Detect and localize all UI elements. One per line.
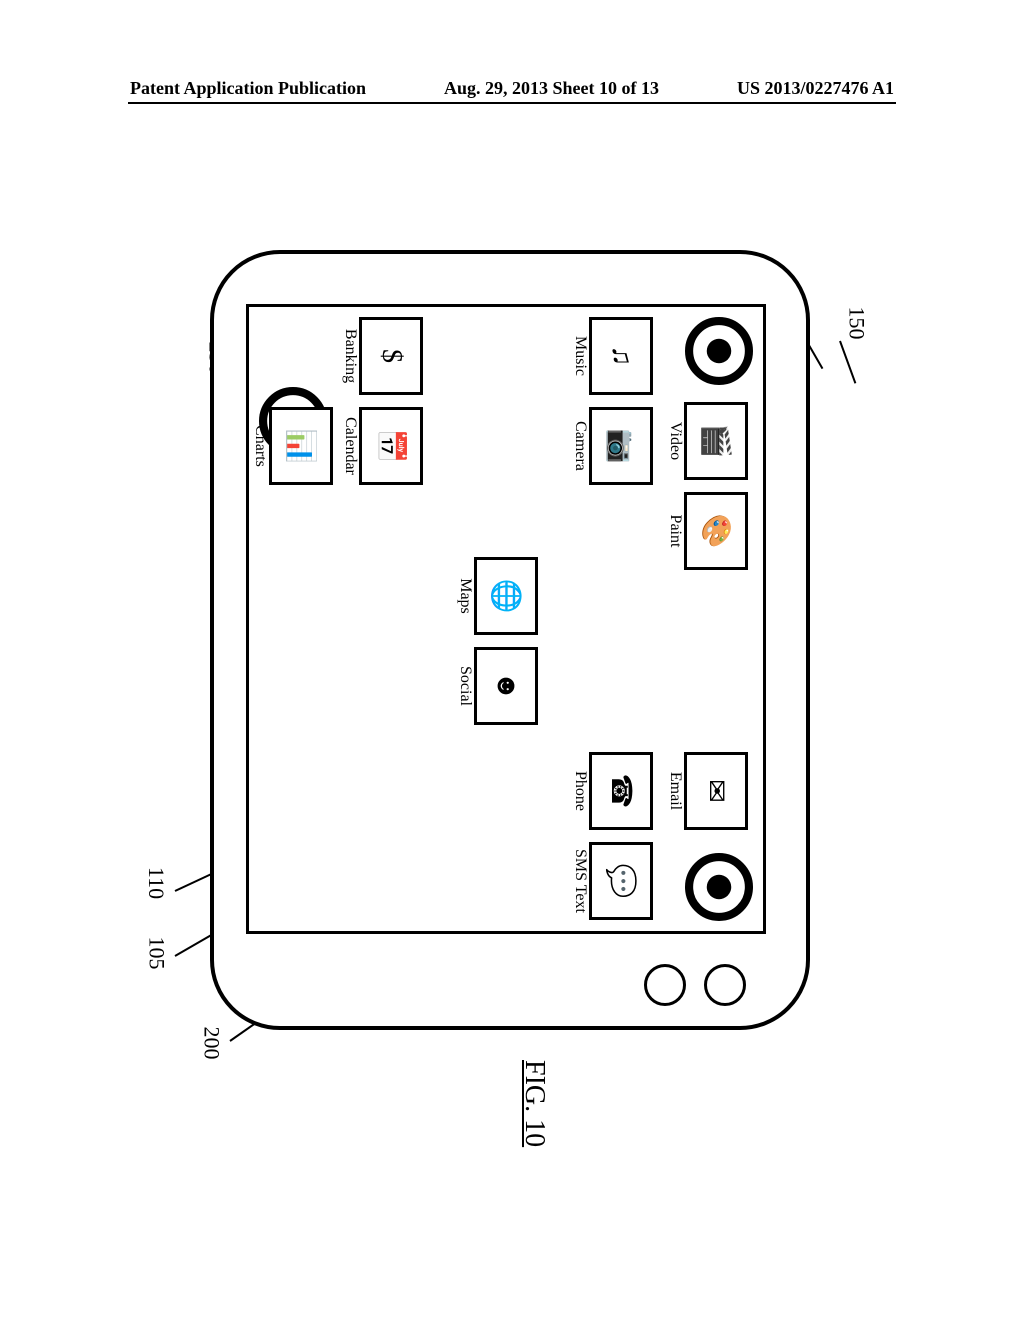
app-phone[interactable]: ☎ Phone <box>571 752 653 830</box>
app-label: Camera <box>571 407 589 485</box>
app-label: Paint <box>666 492 684 570</box>
app-calendar[interactable]: 📅 Calendar <box>341 407 423 485</box>
figure-caption: FIG. 10 <box>518 1060 550 1147</box>
target-icon-top-right[interactable] <box>685 853 753 921</box>
ref-150: 150 <box>844 307 870 340</box>
smiley-icon: ☻ <box>474 647 538 725</box>
figure-area: 105 110 230 220 100 150 200 <box>130 250 900 1070</box>
app-label: Banking <box>341 317 359 395</box>
header-center: Aug. 29, 2013 Sheet 10 of 13 <box>444 78 659 99</box>
app-label: Charts <box>251 407 269 485</box>
device-screen: 🎬 Video 🎨 Paint ✉ Email ♫ Music 📷 <box>246 304 766 934</box>
ref-105: 105 <box>144 937 170 970</box>
app-label: Music <box>571 317 589 395</box>
app-email[interactable]: ✉ Email <box>666 752 748 830</box>
app-label: Phone <box>571 752 589 830</box>
device-body: 🎬 Video 🎨 Paint ✉ Email ♫ Music 📷 <box>210 250 810 1030</box>
app-video[interactable]: 🎬 Video <box>666 402 748 480</box>
app-label: SMS Text <box>571 842 589 920</box>
device-side-button-1[interactable] <box>704 964 746 1006</box>
rotation-frame: 🎬 Video 🎨 Paint ✉ Email ♫ Music 📷 <box>120 340 900 940</box>
app-label: Maps <box>456 557 474 635</box>
music-note-icon: ♫ <box>589 317 653 395</box>
phone-icon: ☎ <box>589 752 653 830</box>
app-label: Calendar <box>341 407 359 485</box>
header-right: US 2013/0227476 A1 <box>737 78 894 99</box>
ref-200: 200 <box>199 1027 225 1060</box>
calendar-icon: 📅 <box>359 407 423 485</box>
app-paint[interactable]: 🎨 Paint <box>666 492 748 570</box>
dollar-icon: $ <box>359 317 423 395</box>
film-icon: 🎬 <box>684 402 748 480</box>
device-side-button-2[interactable] <box>644 964 686 1006</box>
app-label: Social <box>456 647 474 725</box>
app-banking[interactable]: $ Banking <box>341 317 423 395</box>
header-left: Patent Application Publication <box>130 78 366 99</box>
app-music[interactable]: ♫ Music <box>571 317 653 395</box>
app-maps[interactable]: 🌐 Maps <box>456 557 538 635</box>
globe-icon: 🌐 <box>474 557 538 635</box>
app-label: Video <box>666 402 684 480</box>
camera-icon: 📷 <box>589 407 653 485</box>
palette-icon: 🎨 <box>684 492 748 570</box>
header-rule <box>128 102 896 104</box>
page-header: Patent Application Publication Aug. 29, … <box>0 78 1024 99</box>
app-charts[interactable]: 📊 Charts <box>251 407 333 485</box>
app-social[interactable]: ☻ Social <box>456 647 538 725</box>
app-camera[interactable]: 📷 Camera <box>571 407 653 485</box>
app-label: Email <box>666 752 684 830</box>
chat-icon: 💬 <box>589 842 653 920</box>
envelope-icon: ✉ <box>684 752 748 830</box>
app-sms[interactable]: 💬 SMS Text <box>571 842 653 920</box>
target-icon-top-left[interactable] <box>685 317 753 385</box>
chart-icon: 📊 <box>269 407 333 485</box>
